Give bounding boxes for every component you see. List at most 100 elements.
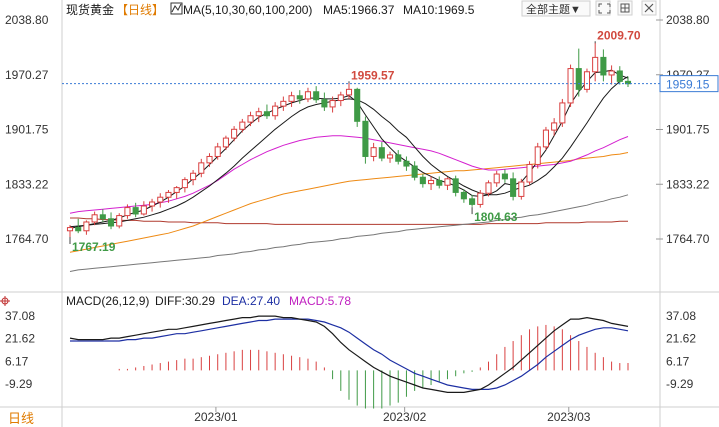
ma100-line [69, 194, 629, 272]
candle [542, 126, 549, 151]
candle-body [428, 179, 435, 185]
theme-dropdown-button[interactable]: 全部主题▼ [521, 0, 591, 17]
candle [132, 202, 139, 218]
candle [534, 142, 541, 169]
candle-body [534, 146, 541, 165]
candle [362, 116, 369, 164]
candle [214, 142, 221, 160]
candle [198, 158, 205, 178]
candle [272, 102, 279, 120]
candle [378, 142, 385, 162]
period-selector[interactable]: 日线 [8, 411, 34, 426]
candle [173, 186, 180, 199]
macd-tick-label-right: 37.08 [666, 309, 696, 323]
candle-body [518, 181, 525, 197]
candle-body [263, 111, 270, 117]
candle-body [395, 154, 402, 162]
macd-lines [69, 315, 629, 393]
candle [116, 213, 123, 229]
candle [460, 189, 467, 203]
theme-dropdown-label: 全部主题▼ [526, 2, 581, 16]
candle [255, 107, 262, 123]
candle-body [444, 178, 451, 186]
candle-body [460, 191, 467, 200]
candle [99, 209, 106, 222]
candle-body [116, 215, 123, 227]
candle-body [559, 102, 566, 124]
candle [83, 220, 90, 235]
candle-body [616, 70, 623, 82]
ma-settings-label[interactable]: MA(5,10,30,60,100,200) [183, 3, 312, 17]
candle-body [107, 218, 115, 227]
candle-body [198, 162, 205, 174]
candle-body [231, 128, 238, 139]
candle-body [321, 99, 328, 108]
current-price-text: 1959.15 [666, 78, 710, 92]
fullscreen-icon[interactable] [595, 0, 611, 16]
candle-body [477, 192, 484, 205]
date-tick-label: 2023/01 [194, 410, 238, 424]
candle [231, 126, 238, 142]
candle [419, 174, 426, 188]
macd-tick-label-left: 37.08 [5, 309, 35, 323]
candle [559, 98, 566, 127]
candle-body [608, 70, 615, 76]
candle [165, 190, 172, 203]
candle-body [173, 187, 180, 193]
candle [477, 190, 484, 208]
candle [247, 111, 254, 127]
candle [600, 49, 607, 82]
candle [501, 169, 508, 183]
candle-body [190, 172, 197, 181]
candle-body [222, 137, 229, 148]
candle-body [124, 207, 131, 217]
candle-body [255, 111, 262, 117]
candle-body [304, 91, 312, 100]
candle [608, 65, 615, 85]
candle [190, 170, 197, 186]
crosshair-icon[interactable] [0, 296, 10, 306]
candle-body [66, 227, 74, 232]
candle [411, 161, 418, 181]
candle [575, 48, 582, 97]
date-tick-label: 2023/03 [547, 410, 591, 424]
candle [386, 151, 394, 163]
candle-body [313, 91, 320, 101]
candle-body [403, 160, 410, 167]
candle [444, 177, 451, 191]
price-tick-label-right: 1764.70 [666, 232, 710, 246]
candle-body [288, 95, 295, 102]
price-tick-label-left: 1970.27 [5, 68, 49, 82]
candle [321, 92, 328, 111]
candle [140, 201, 147, 216]
high-1-annotation: 1959.57 [351, 68, 395, 82]
date-tick-label: 2023/02 [383, 410, 427, 424]
candle-body [551, 122, 558, 131]
price-tick-label-left: 1833.22 [5, 177, 49, 191]
macd-title[interactable]: MACD(26,12,9) [66, 294, 149, 308]
candle-body [354, 88, 361, 122]
grid-layout-icon[interactable] [617, 0, 633, 16]
candle-body [132, 207, 139, 215]
ma10-value: MA10:1969.5 [403, 3, 475, 17]
macd-tick-label-left: 6.17 [5, 354, 29, 368]
close-icon[interactable] [641, 0, 657, 16]
candle [526, 161, 533, 186]
candle [91, 211, 98, 226]
candle-body [149, 201, 156, 207]
price-tick-label-left: 1901.75 [5, 123, 49, 137]
candle [452, 175, 459, 197]
candle-body [239, 121, 246, 130]
candle-body [469, 198, 476, 205]
candle-body [419, 176, 426, 185]
candle-body [362, 120, 369, 157]
candle-body [411, 165, 418, 178]
candle-body [99, 214, 106, 220]
candle-body [567, 68, 574, 104]
candle-body [206, 155, 213, 164]
candle [345, 82, 353, 99]
candle [280, 96, 287, 111]
candle [75, 218, 82, 234]
macd-tick-label-right: 6.17 [666, 354, 690, 368]
